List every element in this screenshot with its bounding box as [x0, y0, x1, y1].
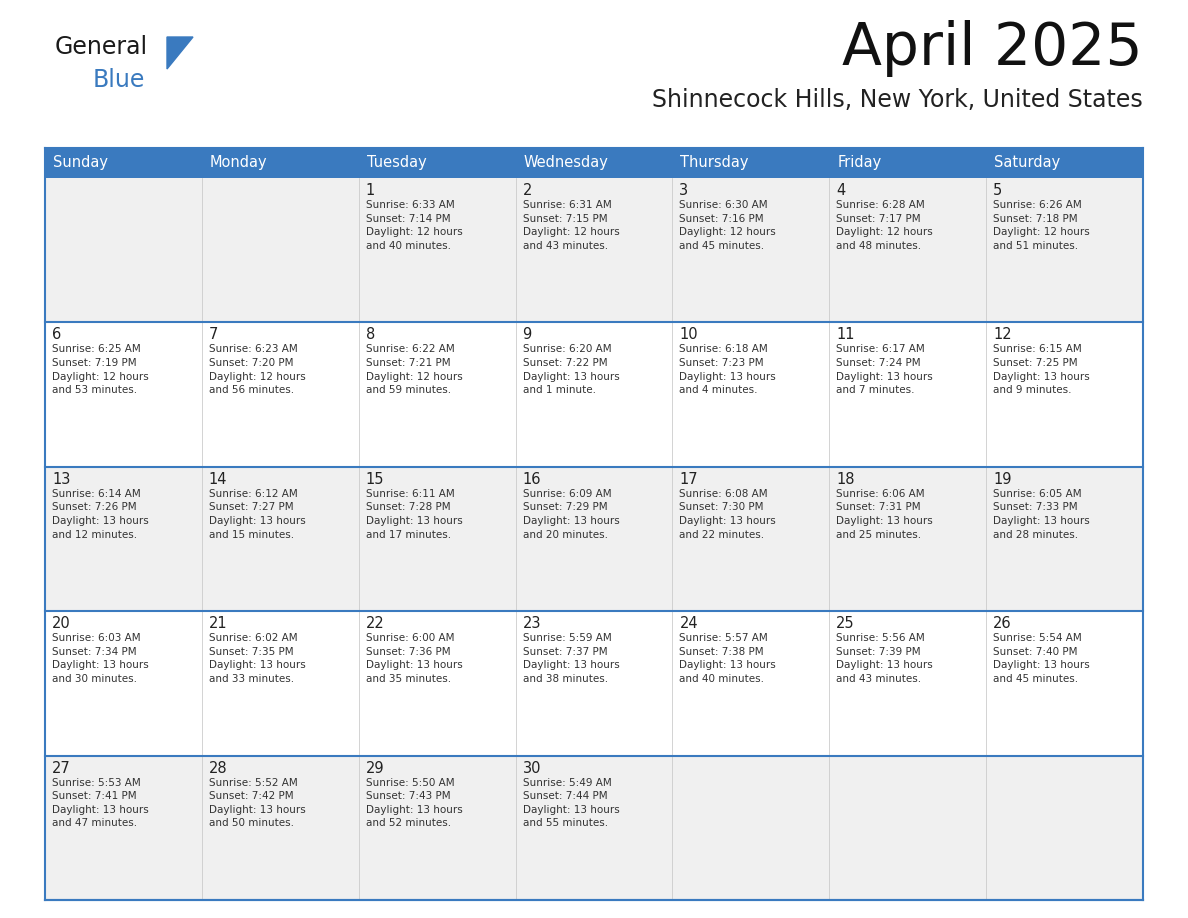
Text: Sunrise: 6:18 AM
Sunset: 7:23 PM
Daylight: 13 hours
and 4 minutes.: Sunrise: 6:18 AM Sunset: 7:23 PM Dayligh…: [680, 344, 776, 396]
Text: Monday: Monday: [210, 155, 267, 171]
Text: General: General: [55, 35, 148, 59]
Text: 20: 20: [52, 616, 71, 632]
Text: Sunrise: 6:02 AM
Sunset: 7:35 PM
Daylight: 13 hours
and 33 minutes.: Sunrise: 6:02 AM Sunset: 7:35 PM Dayligh…: [209, 633, 305, 684]
Text: April 2025: April 2025: [842, 20, 1143, 77]
Text: Sunrise: 6:14 AM
Sunset: 7:26 PM
Daylight: 13 hours
and 12 minutes.: Sunrise: 6:14 AM Sunset: 7:26 PM Dayligh…: [52, 488, 148, 540]
Text: Sunday: Sunday: [53, 155, 108, 171]
Text: Sunrise: 6:26 AM
Sunset: 7:18 PM
Daylight: 12 hours
and 51 minutes.: Sunrise: 6:26 AM Sunset: 7:18 PM Dayligh…: [993, 200, 1089, 251]
Text: 12: 12: [993, 328, 1012, 342]
Bar: [516, 148, 672, 178]
Text: 5: 5: [993, 183, 1003, 198]
Bar: [829, 148, 986, 178]
Text: Sunrise: 5:56 AM
Sunset: 7:39 PM
Daylight: 13 hours
and 43 minutes.: Sunrise: 5:56 AM Sunset: 7:39 PM Dayligh…: [836, 633, 933, 684]
Text: 4: 4: [836, 183, 846, 198]
Text: 23: 23: [523, 616, 541, 632]
Bar: [672, 148, 829, 178]
Text: Saturday: Saturday: [994, 155, 1061, 171]
Text: 14: 14: [209, 472, 227, 487]
Text: Sunrise: 6:05 AM
Sunset: 7:33 PM
Daylight: 13 hours
and 28 minutes.: Sunrise: 6:05 AM Sunset: 7:33 PM Dayligh…: [993, 488, 1089, 540]
Text: Tuesday: Tuesday: [367, 155, 426, 171]
Text: Sunrise: 6:30 AM
Sunset: 7:16 PM
Daylight: 12 hours
and 45 minutes.: Sunrise: 6:30 AM Sunset: 7:16 PM Dayligh…: [680, 200, 776, 251]
Text: 26: 26: [993, 616, 1012, 632]
Bar: [45, 322, 1143, 466]
Text: 1: 1: [366, 183, 375, 198]
Text: Friday: Friday: [838, 155, 881, 171]
Bar: [986, 148, 1143, 178]
Text: Sunrise: 6:15 AM
Sunset: 7:25 PM
Daylight: 13 hours
and 9 minutes.: Sunrise: 6:15 AM Sunset: 7:25 PM Dayligh…: [993, 344, 1089, 396]
Text: Sunrise: 5:59 AM
Sunset: 7:37 PM
Daylight: 13 hours
and 38 minutes.: Sunrise: 5:59 AM Sunset: 7:37 PM Dayligh…: [523, 633, 619, 684]
Text: Sunrise: 6:00 AM
Sunset: 7:36 PM
Daylight: 13 hours
and 35 minutes.: Sunrise: 6:00 AM Sunset: 7:36 PM Dayligh…: [366, 633, 462, 684]
Text: 27: 27: [52, 761, 71, 776]
Text: 19: 19: [993, 472, 1012, 487]
Bar: [359, 148, 516, 178]
Text: 11: 11: [836, 328, 855, 342]
Text: Sunrise: 6:31 AM
Sunset: 7:15 PM
Daylight: 12 hours
and 43 minutes.: Sunrise: 6:31 AM Sunset: 7:15 PM Dayligh…: [523, 200, 619, 251]
Text: 21: 21: [209, 616, 227, 632]
Text: 16: 16: [523, 472, 541, 487]
Bar: [45, 756, 1143, 900]
Text: Sunrise: 6:23 AM
Sunset: 7:20 PM
Daylight: 12 hours
and 56 minutes.: Sunrise: 6:23 AM Sunset: 7:20 PM Dayligh…: [209, 344, 305, 396]
Text: Sunrise: 6:08 AM
Sunset: 7:30 PM
Daylight: 13 hours
and 22 minutes.: Sunrise: 6:08 AM Sunset: 7:30 PM Dayligh…: [680, 488, 776, 540]
Text: 13: 13: [52, 472, 70, 487]
Text: Sunrise: 6:22 AM
Sunset: 7:21 PM
Daylight: 12 hours
and 59 minutes.: Sunrise: 6:22 AM Sunset: 7:21 PM Dayligh…: [366, 344, 462, 396]
Text: Sunrise: 6:09 AM
Sunset: 7:29 PM
Daylight: 13 hours
and 20 minutes.: Sunrise: 6:09 AM Sunset: 7:29 PM Dayligh…: [523, 488, 619, 540]
Text: 15: 15: [366, 472, 384, 487]
Text: 7: 7: [209, 328, 219, 342]
Text: 30: 30: [523, 761, 541, 776]
Text: Shinnecock Hills, New York, United States: Shinnecock Hills, New York, United State…: [652, 88, 1143, 112]
Text: 2: 2: [523, 183, 532, 198]
Text: Sunrise: 6:17 AM
Sunset: 7:24 PM
Daylight: 13 hours
and 7 minutes.: Sunrise: 6:17 AM Sunset: 7:24 PM Dayligh…: [836, 344, 933, 396]
Text: 29: 29: [366, 761, 385, 776]
Bar: [45, 178, 1143, 322]
Bar: [45, 148, 202, 178]
Text: Sunrise: 6:20 AM
Sunset: 7:22 PM
Daylight: 13 hours
and 1 minute.: Sunrise: 6:20 AM Sunset: 7:22 PM Dayligh…: [523, 344, 619, 396]
Text: Blue: Blue: [93, 68, 145, 92]
Text: Sunrise: 6:12 AM
Sunset: 7:27 PM
Daylight: 13 hours
and 15 minutes.: Sunrise: 6:12 AM Sunset: 7:27 PM Dayligh…: [209, 488, 305, 540]
Text: Sunrise: 6:06 AM
Sunset: 7:31 PM
Daylight: 13 hours
and 25 minutes.: Sunrise: 6:06 AM Sunset: 7:31 PM Dayligh…: [836, 488, 933, 540]
Text: Wednesday: Wednesday: [524, 155, 608, 171]
Text: Sunrise: 5:53 AM
Sunset: 7:41 PM
Daylight: 13 hours
and 47 minutes.: Sunrise: 5:53 AM Sunset: 7:41 PM Dayligh…: [52, 778, 148, 828]
Text: 28: 28: [209, 761, 227, 776]
Text: Sunrise: 6:25 AM
Sunset: 7:19 PM
Daylight: 12 hours
and 53 minutes.: Sunrise: 6:25 AM Sunset: 7:19 PM Dayligh…: [52, 344, 148, 396]
Text: Sunrise: 5:54 AM
Sunset: 7:40 PM
Daylight: 13 hours
and 45 minutes.: Sunrise: 5:54 AM Sunset: 7:40 PM Dayligh…: [993, 633, 1089, 684]
Bar: [45, 611, 1143, 756]
Text: 8: 8: [366, 328, 375, 342]
Text: Sunrise: 6:33 AM
Sunset: 7:14 PM
Daylight: 12 hours
and 40 minutes.: Sunrise: 6:33 AM Sunset: 7:14 PM Dayligh…: [366, 200, 462, 251]
Text: Sunrise: 6:11 AM
Sunset: 7:28 PM
Daylight: 13 hours
and 17 minutes.: Sunrise: 6:11 AM Sunset: 7:28 PM Dayligh…: [366, 488, 462, 540]
Text: 9: 9: [523, 328, 532, 342]
Text: 18: 18: [836, 472, 855, 487]
Text: 24: 24: [680, 616, 699, 632]
Text: Thursday: Thursday: [681, 155, 748, 171]
Text: 6: 6: [52, 328, 62, 342]
Text: Sunrise: 5:50 AM
Sunset: 7:43 PM
Daylight: 13 hours
and 52 minutes.: Sunrise: 5:50 AM Sunset: 7:43 PM Dayligh…: [366, 778, 462, 828]
Text: Sunrise: 5:57 AM
Sunset: 7:38 PM
Daylight: 13 hours
and 40 minutes.: Sunrise: 5:57 AM Sunset: 7:38 PM Dayligh…: [680, 633, 776, 684]
Text: 22: 22: [366, 616, 385, 632]
Text: Sunrise: 5:52 AM
Sunset: 7:42 PM
Daylight: 13 hours
and 50 minutes.: Sunrise: 5:52 AM Sunset: 7:42 PM Dayligh…: [209, 778, 305, 828]
Text: 3: 3: [680, 183, 689, 198]
Bar: [45, 466, 1143, 611]
Text: 10: 10: [680, 328, 699, 342]
Text: Sunrise: 6:03 AM
Sunset: 7:34 PM
Daylight: 13 hours
and 30 minutes.: Sunrise: 6:03 AM Sunset: 7:34 PM Dayligh…: [52, 633, 148, 684]
Text: 17: 17: [680, 472, 699, 487]
Text: Sunrise: 5:49 AM
Sunset: 7:44 PM
Daylight: 13 hours
and 55 minutes.: Sunrise: 5:49 AM Sunset: 7:44 PM Dayligh…: [523, 778, 619, 828]
Polygon shape: [168, 37, 192, 69]
Bar: [202, 148, 359, 178]
Text: Sunrise: 6:28 AM
Sunset: 7:17 PM
Daylight: 12 hours
and 48 minutes.: Sunrise: 6:28 AM Sunset: 7:17 PM Dayligh…: [836, 200, 933, 251]
Text: 25: 25: [836, 616, 855, 632]
